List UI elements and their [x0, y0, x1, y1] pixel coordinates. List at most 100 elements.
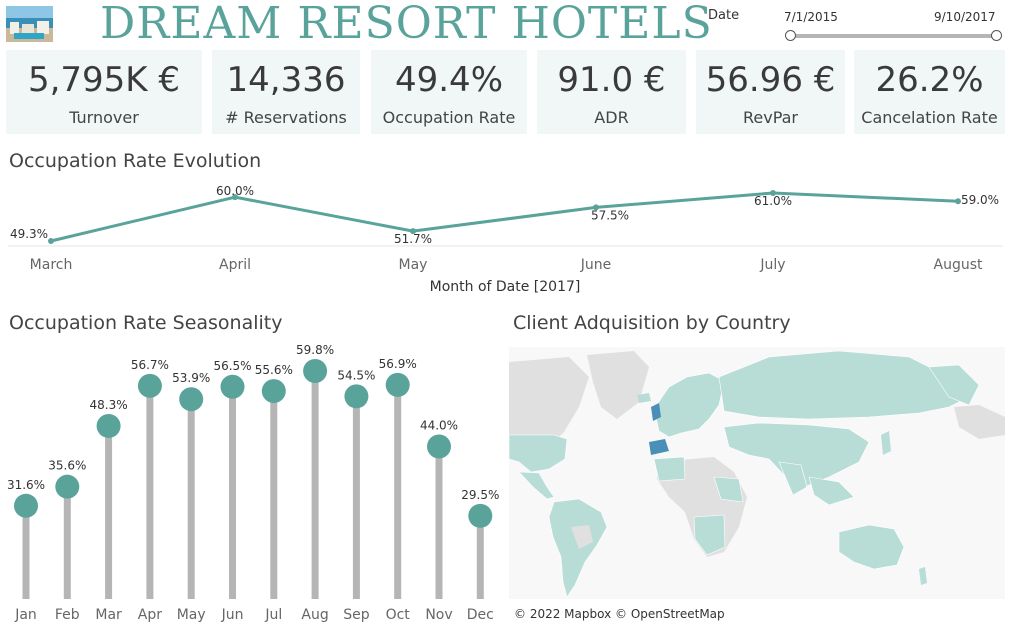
seasonality-x-tick-label: Oct	[386, 607, 411, 623]
seasonality-x-tick-label: May	[177, 607, 206, 623]
seasonality-x-tick-label: Apr	[138, 607, 162, 623]
kpi-value: 49.4%	[394, 60, 503, 100]
client-country-map[interactable]	[508, 347, 1005, 599]
seasonality-lollipop-chart[interactable]: 31.6% Jan 35.6% Feb 48.3% Mar 56.7% Apr 53.9% May…	[0, 340, 500, 631]
evolution-point	[48, 238, 54, 244]
seasonality-dot	[137, 373, 162, 398]
kpi-value: 56.96 €	[705, 60, 836, 100]
seasonality-dot	[220, 374, 245, 399]
map-australia	[838, 524, 905, 570]
map-india	[778, 461, 808, 496]
date-filter-label: Date	[708, 8, 740, 23]
date-range-slider-track[interactable]	[790, 34, 997, 38]
kpi-card-adr: 91.0 € ADR	[537, 50, 686, 134]
seasonality-x-tick-label: Jul	[264, 607, 282, 623]
map-alaska	[928, 364, 980, 406]
seasonality-chart-title: Occupation Rate Seasonality	[9, 312, 283, 334]
date-start-value: 7/1/2015	[784, 10, 838, 24]
evolution-x-tick-label: March	[30, 257, 73, 273]
seasonality-x-tick-label: Jan	[14, 607, 37, 623]
seasonality-x-tick-label: Dec	[467, 607, 494, 623]
seasonality-data-label: 29.5%	[461, 488, 499, 502]
kpi-card-reservations: 14,336 # Reservations	[212, 50, 360, 134]
evolution-data-label: 57.5%	[591, 208, 629, 222]
kpi-label: Turnover	[69, 108, 139, 127]
kpi-label: ADR	[594, 108, 629, 127]
evolution-x-tick-label: April	[219, 257, 251, 273]
map-south-america-nodata	[571, 525, 593, 549]
evolution-data-label: 60.0%	[216, 184, 254, 198]
seasonality-x-tick-label: Mar	[95, 607, 122, 623]
map-east-africa	[713, 476, 744, 503]
map-japan	[881, 431, 891, 455]
seasonality-dot	[261, 379, 286, 404]
date-end-value: 9/10/2017	[934, 10, 996, 24]
seasonality-data-label: 54.5%	[337, 368, 375, 382]
seasonality-x-tick-label: Sep	[343, 607, 370, 623]
seasonality-data-label: 31.6%	[7, 478, 45, 492]
seasonality-dot	[468, 503, 493, 528]
kpi-label: Occupation Rate	[382, 108, 516, 127]
seasonality-x-tick-label: Aug	[301, 607, 328, 623]
brand-title: DREAM RESORT HOTELS	[100, 0, 713, 49]
kpi-card-cancelation-rate: 26.2% Cancelation Rate	[854, 50, 1005, 134]
map-europe	[653, 372, 725, 438]
evolution-data-label: 51.7%	[394, 232, 432, 246]
map-southern-africa	[693, 514, 726, 556]
date-range-end-handle[interactable]	[991, 30, 1002, 41]
seasonality-data-label: 44.0%	[420, 419, 458, 433]
seasonality-dot	[303, 359, 328, 383]
map-north-africa	[653, 456, 686, 482]
kpi-label: Cancelation Rate	[861, 108, 998, 127]
seasonality-x-tick-label: Jun	[221, 607, 244, 623]
map-asia	[723, 422, 870, 488]
seasonality-dot	[385, 372, 410, 397]
seasonality-data-label: 35.6%	[48, 459, 86, 473]
map-south-america	[548, 498, 608, 598]
kpi-card-turnover: 5,795K € Turnover	[6, 50, 202, 134]
map-iceland	[637, 393, 651, 403]
map-attribution: © 2022 Mapbox © OpenStreetMap	[514, 607, 725, 621]
kpi-value: 14,336	[226, 60, 346, 100]
evolution-data-label: 49.3%	[10, 227, 48, 241]
map-usa	[508, 434, 568, 473]
map-russia	[718, 350, 970, 420]
seasonality-dot	[344, 384, 369, 409]
map-chart-title: Client Adquisition by Country	[513, 312, 791, 334]
seasonality-x-tick-label: Feb	[55, 607, 80, 623]
seasonality-data-label: 59.8%	[296, 343, 334, 357]
evolution-x-axis-title: Month of Date [2017]	[430, 279, 581, 295]
evolution-x-tick-label: July	[759, 257, 785, 273]
evolution-point	[770, 190, 776, 197]
seasonality-data-label: 56.7%	[131, 358, 169, 372]
evolution-line-chart[interactable]: 49.3% March 60.0% April 51.7% May 57.5% June 61.…	[0, 175, 1011, 300]
seasonality-dot	[14, 493, 38, 518]
evolution-data-label: 59.0%	[961, 193, 999, 207]
seasonality-dot	[96, 413, 121, 438]
evolution-point	[593, 204, 599, 211]
seasonality-data-label: 56.9%	[379, 357, 417, 371]
seasonality-data-label: 48.3%	[90, 398, 128, 412]
evolution-point	[955, 198, 961, 205]
evolution-data-label: 61.0%	[754, 194, 792, 208]
seasonality-dot	[55, 474, 80, 499]
kpi-value: 26.2%	[875, 60, 984, 100]
seasonality-data-label: 53.9%	[172, 371, 210, 385]
seasonality-data-label: 56.5%	[213, 359, 251, 373]
map-mexico	[518, 471, 555, 500]
map-greenland	[587, 351, 649, 419]
kpi-value: 91.0 €	[557, 60, 666, 100]
kpi-label: # Reservations	[225, 108, 347, 127]
evolution-x-tick-label: August	[934, 257, 984, 273]
evolution-point	[410, 228, 416, 235]
date-range-start-handle[interactable]	[785, 30, 796, 41]
evolution-x-tick-label: June	[580, 257, 612, 273]
evolution-point	[232, 194, 238, 201]
map-iberia	[649, 439, 669, 455]
seasonality-data-label: 55.6%	[255, 363, 293, 377]
seasonality-x-tick-label: Nov	[425, 607, 452, 623]
map-new-zealand	[919, 567, 927, 585]
evolution-x-tick-label: May	[399, 257, 428, 273]
kpi-label: RevPar	[742, 108, 799, 127]
kpi-value: 5,795K €	[27, 60, 181, 100]
